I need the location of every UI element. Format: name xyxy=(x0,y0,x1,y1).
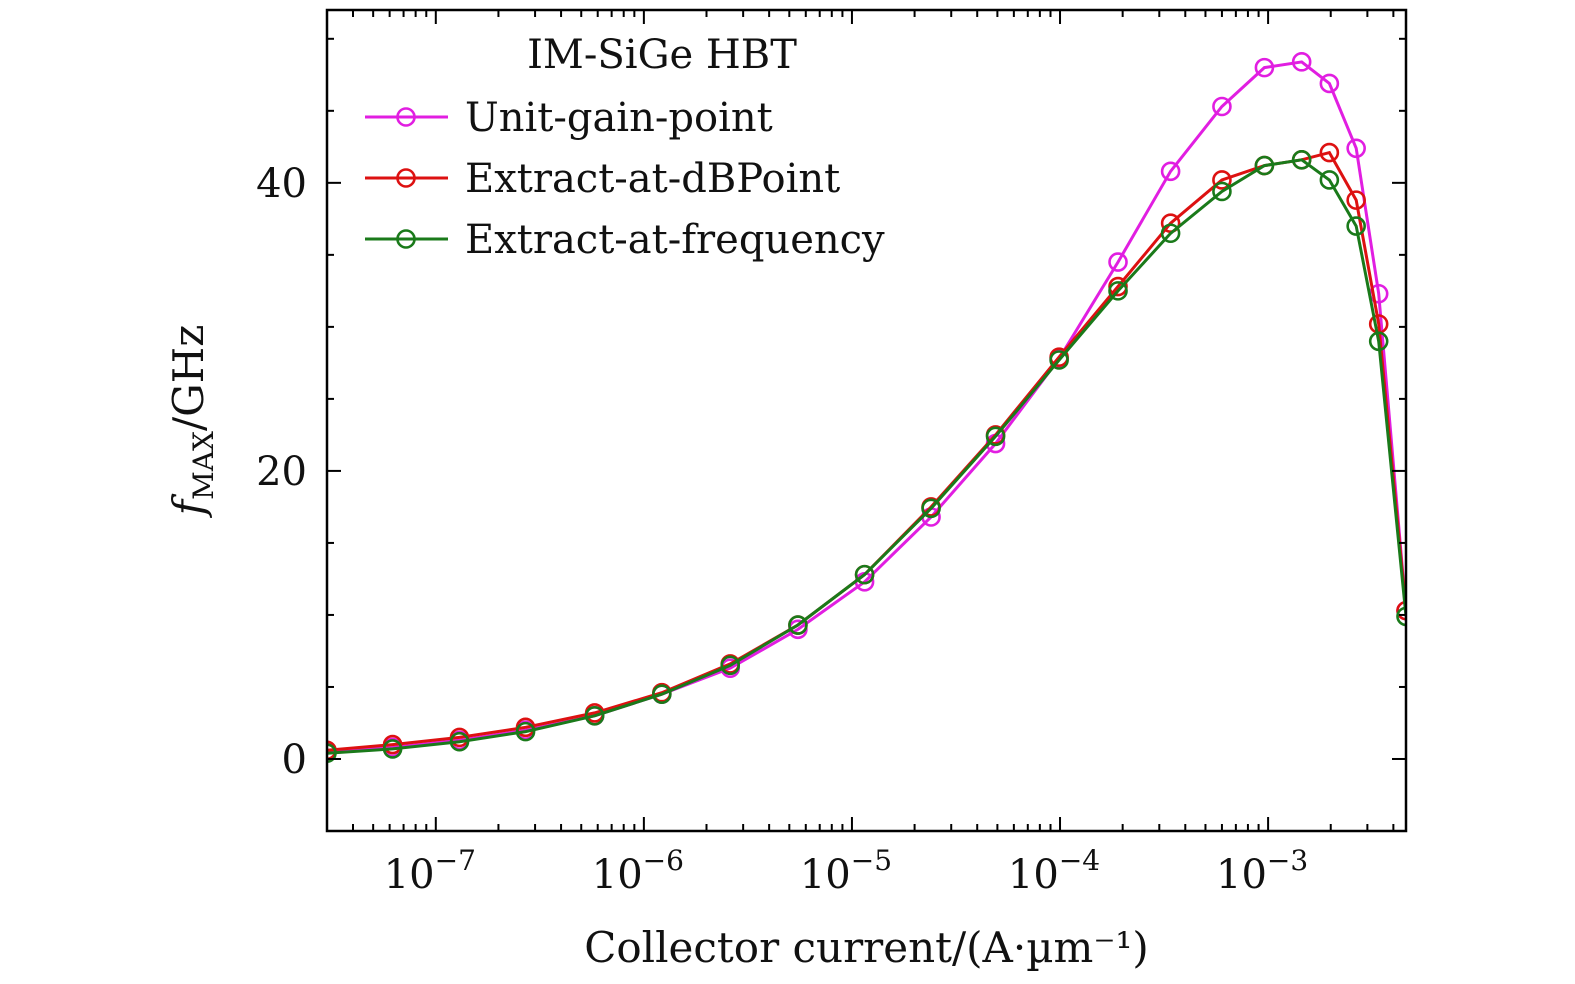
data-point xyxy=(788,615,808,635)
series-extract-at-frequency xyxy=(327,149,1406,764)
y-tick-label: 0 xyxy=(282,737,307,783)
data-point xyxy=(1291,52,1312,72)
data-point xyxy=(1346,138,1366,159)
data-point xyxy=(720,655,741,676)
data-point xyxy=(1212,181,1232,202)
legend-label: Extract-at-frequency xyxy=(465,217,885,263)
data-point xyxy=(1108,252,1128,272)
data-point xyxy=(1368,331,1389,352)
x-tick-label-exponent: −7 xyxy=(435,844,476,877)
legend: IM-SiGe HBT Unit-gain-point Extract-at-dB… xyxy=(365,32,885,263)
data-point xyxy=(1291,149,1312,170)
data-point xyxy=(652,684,672,704)
x-tick-label-base: 10 xyxy=(800,852,851,898)
data-point xyxy=(515,721,536,742)
y-tick-label: 40 xyxy=(256,161,307,207)
x-tick-label-exponent: −4 xyxy=(1059,844,1100,877)
legend-item: Extract-at-frequency xyxy=(365,217,885,263)
x-axis-title: Collector current/(A·µm⁻¹) xyxy=(584,923,1149,972)
x-tick-label-base: 10 xyxy=(384,852,435,898)
legend-label: Unit-gain-point xyxy=(465,95,773,141)
data-point xyxy=(1346,190,1366,210)
x-tick-label-base: 10 xyxy=(1216,852,1267,898)
data-point xyxy=(1319,73,1340,94)
y-axis-title: fMAX/GHz xyxy=(164,325,220,519)
x-tick-label-exponent: −5 xyxy=(851,844,892,877)
legend-marker xyxy=(396,107,416,127)
data-point xyxy=(1319,170,1340,190)
data-point xyxy=(1160,223,1181,244)
data-point xyxy=(1049,350,1069,370)
data-point xyxy=(1108,281,1128,301)
data-point xyxy=(1319,142,1340,163)
x-tick-label: 10−7 xyxy=(384,844,476,898)
y-axis-title-rest: /GHz xyxy=(164,325,213,431)
data-point xyxy=(449,731,470,752)
data-point xyxy=(1254,155,1275,176)
x-tick-label: 10−6 xyxy=(592,844,684,898)
data-point xyxy=(584,705,605,726)
plot-frame xyxy=(325,8,1408,833)
x-tick-label-exponent: −3 xyxy=(1267,844,1308,877)
y-tick-label: 20 xyxy=(256,449,307,495)
data-point xyxy=(1212,96,1232,117)
data-point xyxy=(1346,216,1366,236)
series-line xyxy=(327,158,1406,755)
data-point xyxy=(1396,600,1406,621)
data-point xyxy=(921,498,941,519)
data-point xyxy=(985,426,1006,447)
data-point xyxy=(1254,57,1275,78)
legend-item: Extract-at-dBPoint xyxy=(365,156,840,202)
x-tick-label: 10−5 xyxy=(800,844,892,898)
legend-marker xyxy=(396,229,416,249)
data-point xyxy=(1212,170,1232,190)
x-tick-label-base: 10 xyxy=(592,852,643,898)
x-tick-label-exponent: −6 xyxy=(643,844,684,877)
legend-item: Unit-gain-point xyxy=(365,95,773,141)
data-point xyxy=(1160,161,1181,182)
legend-label: Extract-at-dBPoint xyxy=(465,156,840,202)
data-point xyxy=(854,564,875,585)
series-layer xyxy=(327,52,1406,764)
legend-title: IM-SiGe HBT xyxy=(527,32,797,78)
y-axis-title-sub: MAX xyxy=(187,431,220,500)
x-tick-label: 10−3 xyxy=(1216,844,1308,898)
data-point xyxy=(382,739,403,759)
x-tick-label: 10−4 xyxy=(1008,844,1100,898)
legend-marker xyxy=(396,168,416,188)
x-tick-label-base: 10 xyxy=(1008,852,1059,898)
data-point xyxy=(327,743,337,764)
data-point xyxy=(1396,606,1406,627)
